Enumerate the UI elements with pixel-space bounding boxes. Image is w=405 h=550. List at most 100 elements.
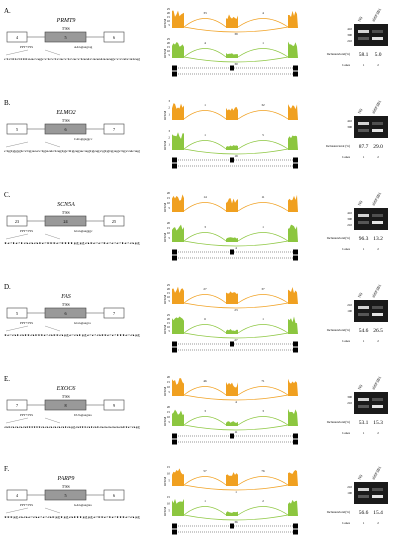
coverage-block [172, 378, 184, 396]
ss-label: 5'SS [62, 302, 70, 307]
coverage-block [288, 41, 298, 58]
exon-number: 6 [113, 493, 115, 498]
coverage-block [172, 132, 184, 150]
gene-model-exon [293, 249, 298, 255]
gene-model-exon [172, 341, 177, 347]
rpkm-label: RPKM [163, 507, 167, 516]
junction-count: 2 [262, 499, 264, 503]
panel-b: B. ELMO2 5'SS 5 6 7 CAGgtgaggcc ctgtgggtcctgaac… [4, 99, 388, 169]
lanes-label: Lanes [342, 339, 350, 343]
coverage-block [226, 472, 238, 486]
lane-number: 1 [363, 339, 365, 343]
panel-letter: B. [4, 99, 11, 107]
lane-header: shSF3B1 [371, 7, 383, 22]
junction-count: 19 [234, 154, 238, 158]
rpkm-label: RPKM [163, 325, 167, 334]
lane-header: NS [357, 200, 364, 207]
junction-arc [237, 386, 289, 396]
lane-number: 1 [363, 431, 365, 435]
gel-band [358, 30, 369, 33]
exon-number: 5 [16, 127, 18, 132]
size-marker: 300 [347, 395, 352, 399]
gel-band [358, 37, 369, 40]
gel-band [372, 129, 383, 132]
gene-model-exon [172, 433, 177, 439]
junction-count: 4 [204, 41, 206, 45]
coverage-block [172, 194, 184, 212]
exon-alternative [44, 215, 87, 227]
lanes-label: Lanes [342, 431, 350, 435]
coverage-block [172, 468, 184, 486]
intron-sequence: tttgaacaccatgtgatttggcttctctttcag [4, 515, 142, 519]
inclusion-value: 15.4 [373, 510, 383, 516]
lanes-label: Lanes [342, 247, 350, 251]
gene-model-exon [172, 71, 177, 77]
gene-model-exon [230, 249, 234, 255]
junction-count: 4 [262, 11, 264, 15]
junction-count: 1 [262, 317, 264, 321]
junction-count: 11 [261, 195, 264, 199]
lane-number: 2 [377, 339, 379, 343]
inclusion-value: 58.1 [359, 52, 369, 58]
junction-count: 76 [261, 469, 265, 473]
inclusion-value: 54.6 [359, 328, 369, 334]
junction-count: 3 [262, 409, 264, 413]
splice-motif: GAGgtaagtaa [74, 503, 92, 507]
junction-arc [183, 476, 227, 486]
gene-model-exon [172, 255, 177, 261]
scale-tick: 20 [167, 11, 171, 15]
gene-name: PARP9 [57, 476, 75, 482]
coverage-block [288, 408, 298, 426]
scale-tick: 2 [168, 106, 170, 110]
junction-count: 3 [204, 409, 206, 413]
scale-tick: 5 [168, 420, 170, 424]
exon-upstream [6, 215, 28, 227]
inclusion-label: Inclusion/total(%) [327, 420, 350, 424]
zoom-line [44, 417, 61, 424]
lane-number: 2 [377, 63, 379, 67]
gene-model-exon [172, 163, 177, 169]
exon-number: 9 [113, 403, 115, 408]
lane-number: 1 [363, 63, 365, 67]
coverage-block [288, 224, 298, 242]
lane-header: NS [357, 474, 364, 481]
exon-upstream [6, 123, 28, 135]
scale-tick: 10 [167, 415, 171, 419]
lane-header: shSF3B1 [371, 465, 383, 480]
junction-arc [183, 324, 227, 334]
inclusion-label: Inclusion/total(%) [327, 510, 350, 514]
gel-band [358, 398, 369, 401]
zoom-line [44, 325, 61, 332]
coverage-block [226, 237, 238, 242]
scale-tick: 15 [167, 45, 171, 49]
panel-f: F. PARP9 5'SS 4 5 6 PPT+3'SS GAGgtaagtaa tttgaac… [4, 465, 388, 535]
exon-alternative [44, 399, 87, 411]
junction-count: 11 [234, 430, 237, 434]
junction-count: 14 [203, 195, 207, 199]
coverage-block [172, 316, 184, 334]
inclusion-value: 5.0 [375, 52, 382, 58]
coverage-block [226, 198, 238, 212]
ns: RPKM 15 10 5 57 76 1 [163, 465, 298, 494]
scale-tick: 15 [167, 410, 171, 414]
rpkm-label: RPKM [163, 49, 167, 58]
exon-downstream [103, 489, 125, 501]
coverage-block [172, 224, 184, 242]
junction-count: 1 [204, 499, 206, 503]
gel-image [354, 116, 388, 138]
scale-tick: 20 [167, 375, 171, 379]
junction-count: 33 [203, 11, 207, 15]
junction-arc [237, 324, 289, 334]
junction-arc [237, 416, 289, 426]
inclusion-value: 13.2 [373, 236, 383, 242]
scale-tick: 20 [167, 405, 171, 409]
lanes-label: Lanes [342, 155, 350, 159]
gel-band [372, 495, 383, 498]
coverage-block [172, 409, 184, 426]
scale-tick: 25 [167, 283, 171, 287]
junction-count: 1 [204, 133, 206, 137]
inclusion-value: 26.5 [373, 328, 383, 334]
